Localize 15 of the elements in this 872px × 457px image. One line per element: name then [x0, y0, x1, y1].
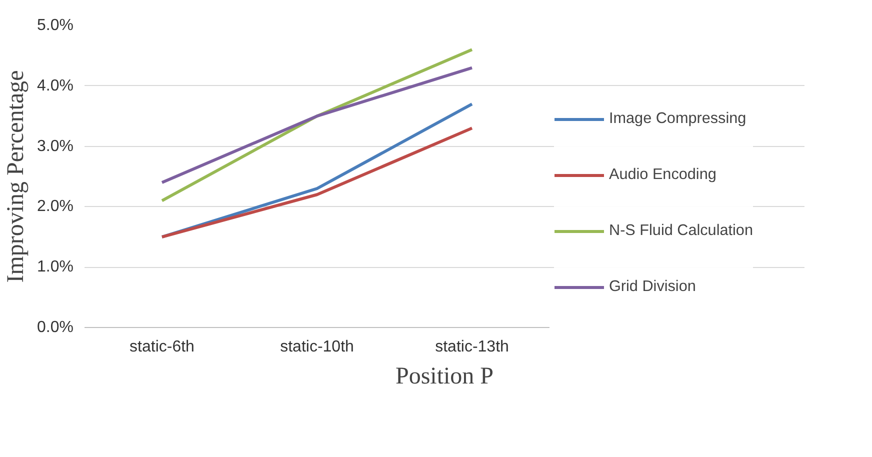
legend-label: Image Compressing [609, 110, 746, 128]
y-tick-label: 0.0% [37, 319, 74, 336]
y-tick-label: 1.0% [37, 258, 74, 276]
x-tick-label: static-6th [130, 338, 194, 356]
legend-label: N-S Fluid Calculation [609, 222, 753, 240]
x-axis-title: Position P [395, 364, 494, 390]
legend-label: Grid Division [609, 278, 696, 296]
y-axis-title: Improving Percentage [3, 70, 30, 283]
legend-label: Audio Encoding [609, 166, 716, 184]
y-tick-label: 3.0% [37, 138, 74, 155]
x-tick-label: static-10th [280, 338, 354, 356]
y-tick-label: 5.0% [37, 17, 74, 34]
x-tick-label: static-13th [435, 338, 509, 356]
y-tick-label: 4.0% [37, 77, 74, 94]
y-tick-label: 2.0% [37, 198, 74, 216]
